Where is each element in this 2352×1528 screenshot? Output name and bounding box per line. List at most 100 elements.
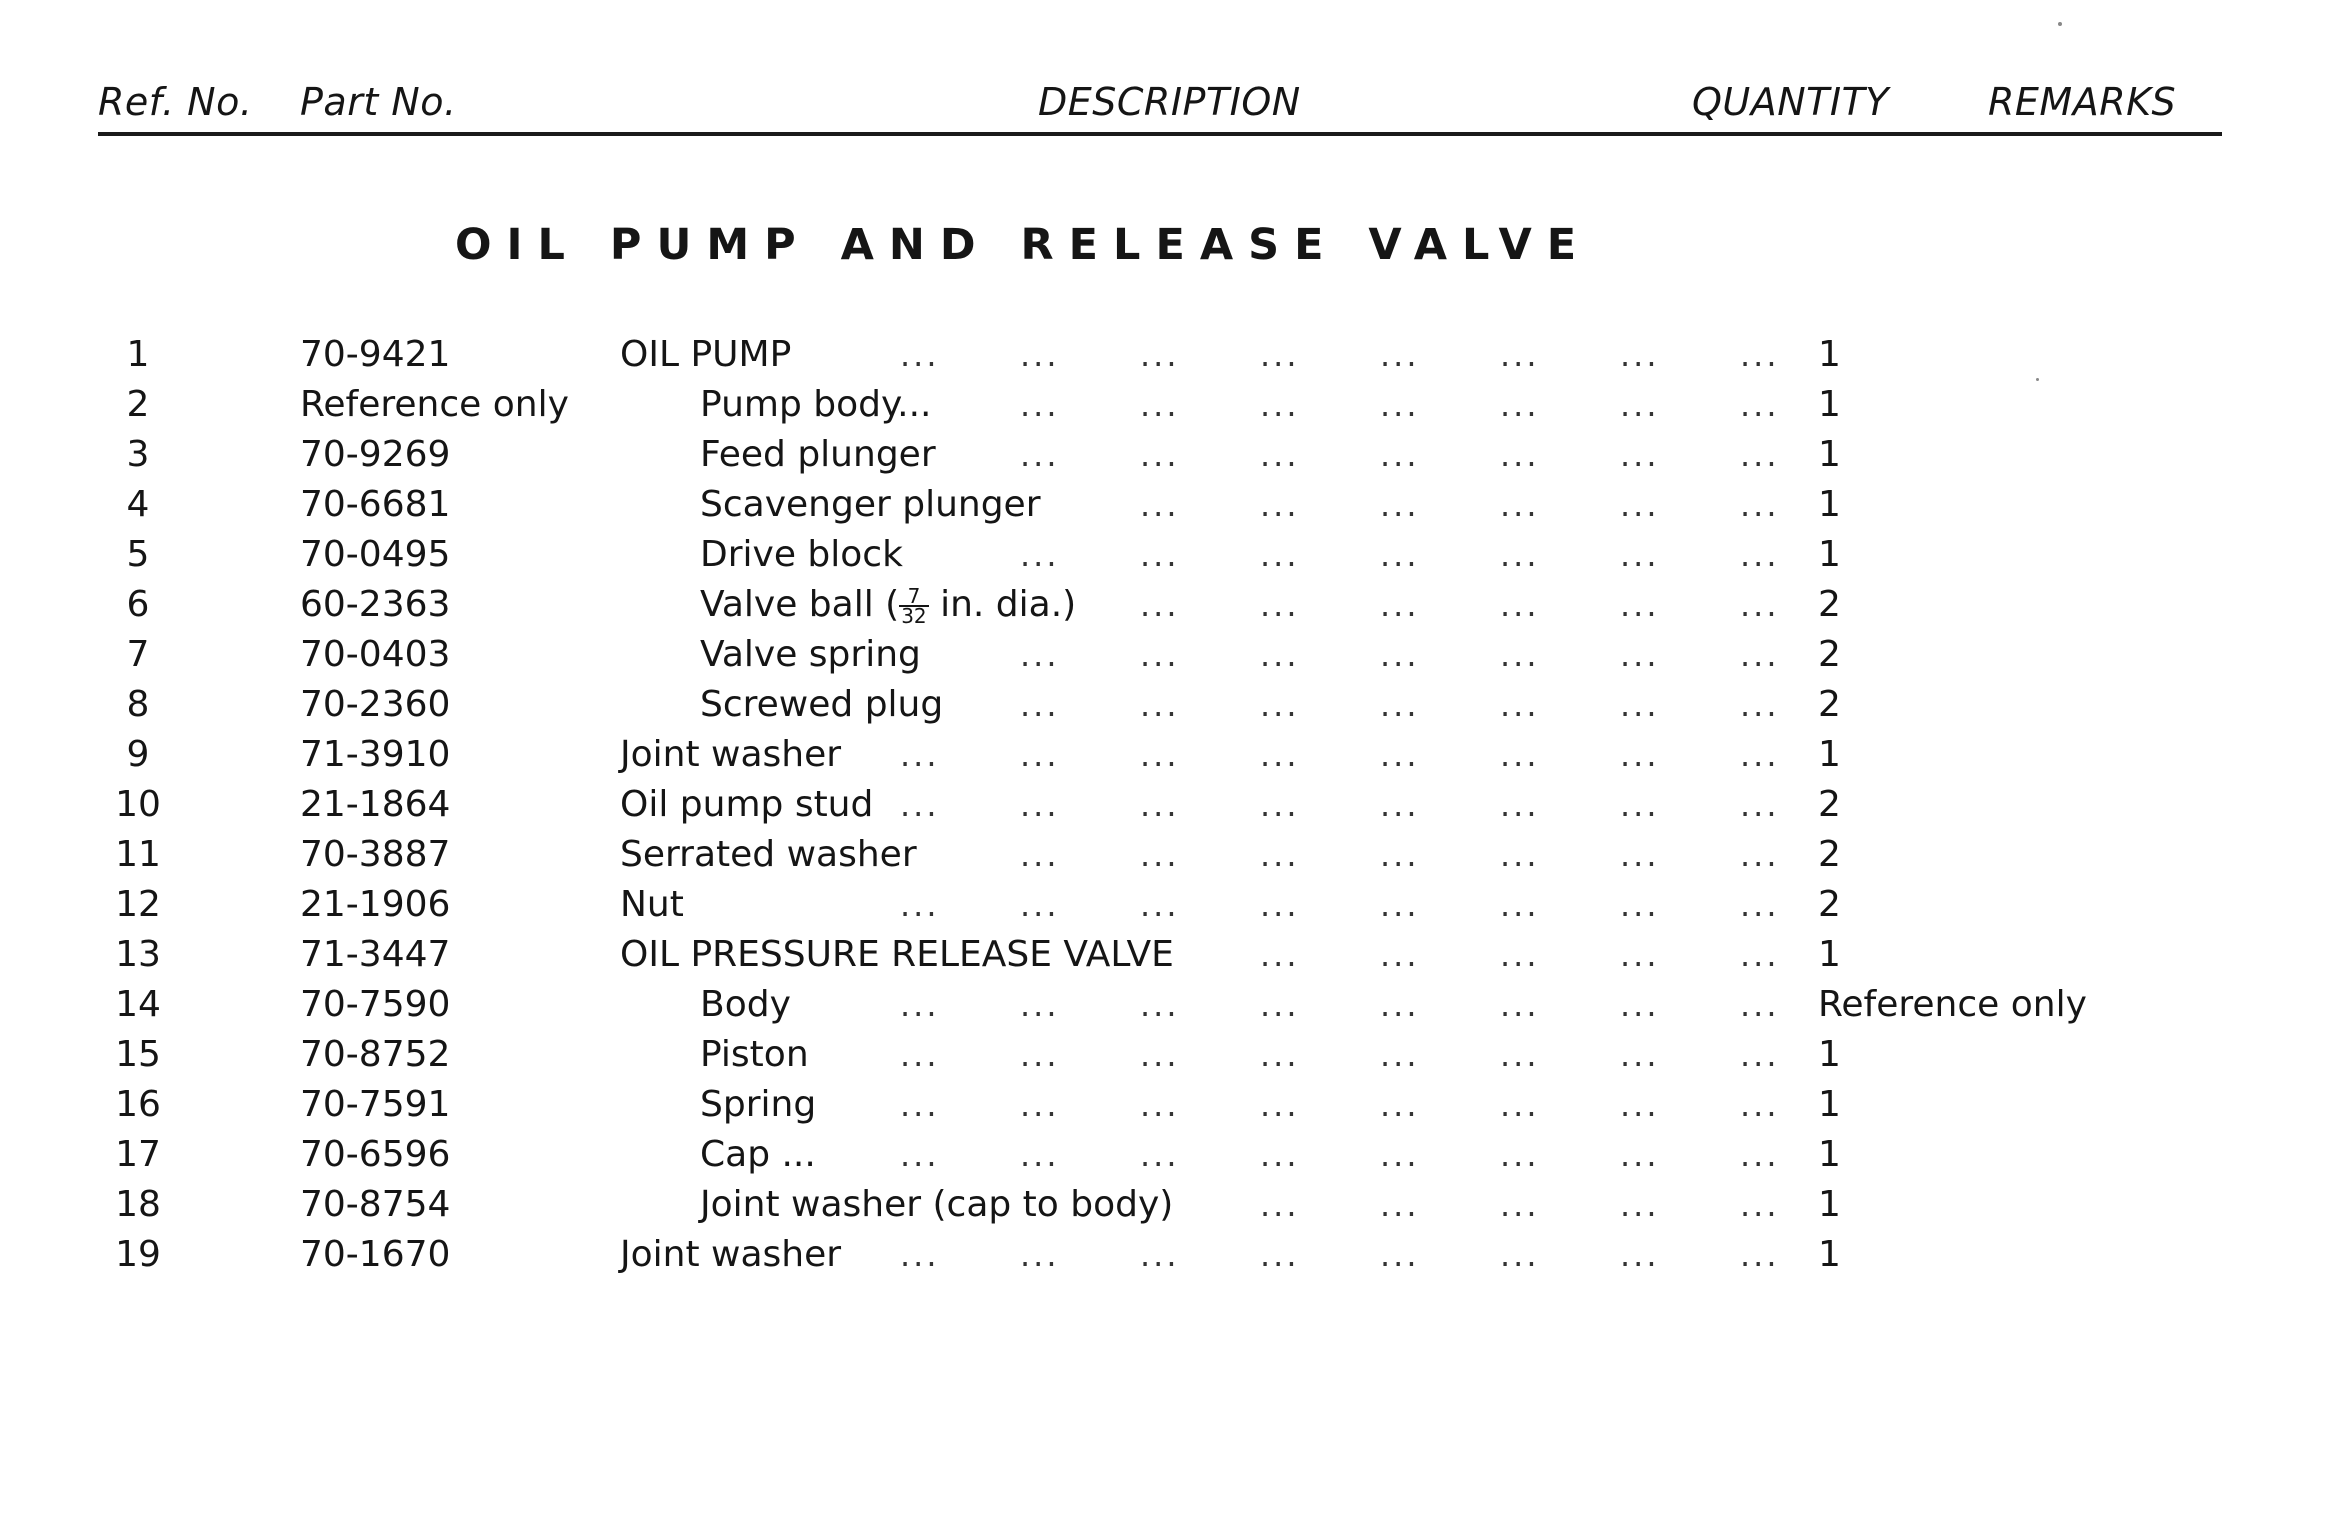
ref-number: 5 (126, 534, 150, 575)
ref-number: 9 (126, 734, 150, 775)
leader-dots: ... (1140, 986, 1180, 1024)
part-description: Valve ball (7 32 in. dia.) (700, 580, 1076, 630)
part-description: Serrated washer (620, 830, 917, 880)
leader-dots: ... (1500, 336, 1540, 374)
leader-dots: ... (1260, 486, 1300, 524)
leader-dots: ... (1140, 336, 1180, 374)
leader-dots: ... (1500, 986, 1540, 1024)
table-row: 16 70-7591 Spring 1........................ (0, 1080, 2352, 1130)
leader-dots: ... (1380, 1136, 1420, 1174)
table-row: 13 71-3447 OIL PRESSURE RELEASE VALVE 1....… (0, 930, 2352, 980)
quantity-value: 1 (1818, 1034, 1841, 1075)
description-text: Joint washer (620, 1234, 842, 1275)
part-number: 60-2363 (300, 584, 451, 625)
part-number: 21-1864 (300, 784, 451, 825)
leader-dots: ... (1260, 986, 1300, 1024)
ref-number: 19 (115, 1234, 161, 1275)
leader-dots: ... (1380, 786, 1420, 824)
leader-dots: ... (1380, 386, 1420, 424)
table-row: 4 70-6681 Scavenger plunger 1..............… (0, 480, 2352, 530)
parts-table: 1 70-9421 OIL PUMP 1.......................… (0, 330, 2352, 1280)
ref-number: 7 (126, 634, 150, 675)
leader-dots: ... (900, 886, 940, 924)
quantity-value: 1 (1818, 1184, 1841, 1225)
part-number: 21-1906 (300, 884, 451, 925)
leader-dots: ... (1500, 936, 1540, 974)
leader-dots: ... (1740, 936, 1780, 974)
paper-speck (2058, 22, 2062, 26)
fraction-denominator: 32 (901, 604, 927, 628)
leader-dots: ... (900, 986, 940, 1024)
leader-dots: ... (1500, 636, 1540, 674)
part-description: Spring (700, 1080, 816, 1130)
description-text: Screwed plug (700, 684, 944, 725)
table-row: 9 71-3910 Joint washer 1...................… (0, 730, 2352, 780)
leader-dots: ... (900, 1236, 940, 1274)
leader-dots: ... (1500, 836, 1540, 874)
part-description: Screwed plug (700, 680, 943, 730)
leader-dots: ... (1740, 336, 1780, 374)
quantity-value: 1 (1818, 484, 1841, 525)
leader-dots: ... (1140, 586, 1180, 624)
leader-dots: ... (1740, 986, 1780, 1024)
part-number: 70-0403 (300, 634, 451, 675)
leader-dots: ... (1020, 1136, 1060, 1174)
leader-dots: ... (1380, 1036, 1420, 1074)
leader-dots: ... (1380, 936, 1420, 974)
ref-number: 3 (126, 434, 150, 475)
leader-dots: ... (1260, 1036, 1300, 1074)
leader-dots: ... (1620, 486, 1660, 524)
table-row: 14 70-7590 Body Reference only.............… (0, 980, 2352, 1030)
leader-dots: ... (1260, 786, 1300, 824)
quantity-value: 2 (1818, 584, 1841, 625)
table-row: 2 Reference only Pump body... 1............… (0, 380, 2352, 430)
fraction-numerator: 7 (899, 586, 929, 607)
table-row: 7 70-0403 Valve spring 2...................… (0, 630, 2352, 680)
leader-dots: ... (1380, 886, 1420, 924)
leader-dots: ... (1500, 536, 1540, 574)
header-part-no: Part No. (300, 80, 457, 124)
part-number: 70-2360 (300, 684, 451, 725)
part-description: Scavenger plunger (700, 480, 1041, 530)
ref-number: 13 (115, 934, 161, 975)
leader-dots: ... (1740, 586, 1780, 624)
ref-number: 16 (115, 1084, 161, 1125)
leader-dots: ... (1260, 886, 1300, 924)
description-text-after: in. dia.) (928, 584, 1077, 625)
part-number: Reference only (300, 384, 569, 425)
leader-dots: ... (1740, 1186, 1780, 1224)
leader-dots: ... (1140, 886, 1180, 924)
leader-dots: ... (1740, 1136, 1780, 1174)
description-text: Scavenger plunger (700, 484, 1041, 525)
leader-dots: ... (1260, 1086, 1300, 1124)
leader-dots: ... (1740, 636, 1780, 674)
part-number: 70-9269 (300, 434, 451, 475)
leader-dots: ... (1140, 1136, 1180, 1174)
leader-dots: ... (1620, 386, 1660, 424)
leader-dots: ... (1620, 936, 1660, 974)
leader-dots: ... (1260, 536, 1300, 574)
description-text: Joint washer (cap to body) (700, 1184, 1174, 1225)
leader-dots: ... (1380, 836, 1420, 874)
description-text: OIL PUMP (620, 334, 792, 375)
leader-dots: ... (1260, 836, 1300, 874)
leader-dots: ... (1500, 386, 1540, 424)
leader-dots: ... (1020, 636, 1060, 674)
quantity-value: 1 (1818, 1134, 1841, 1175)
leader-dots: ... (1140, 386, 1180, 424)
header-remarks: REMARKS (1988, 80, 2177, 124)
table-row: 8 70-2360 Screwed plug 2...................… (0, 680, 2352, 730)
leader-dots: ... (1260, 1236, 1300, 1274)
leader-dots: ... (1740, 886, 1780, 924)
table-row: 10 21-1864 Oil pump stud 2.................… (0, 780, 2352, 830)
leader-dots: ... (1740, 836, 1780, 874)
leader-dots: ... (1740, 386, 1780, 424)
leader-dots: ... (1500, 1186, 1540, 1224)
ref-number: 14 (115, 984, 161, 1025)
description-text: Joint washer (620, 734, 842, 775)
leader-dots: ... (1260, 936, 1300, 974)
leader-dots: ... (1020, 436, 1060, 474)
quantity-value: 1 (1818, 534, 1841, 575)
leader-dots: ... (1620, 1086, 1660, 1124)
